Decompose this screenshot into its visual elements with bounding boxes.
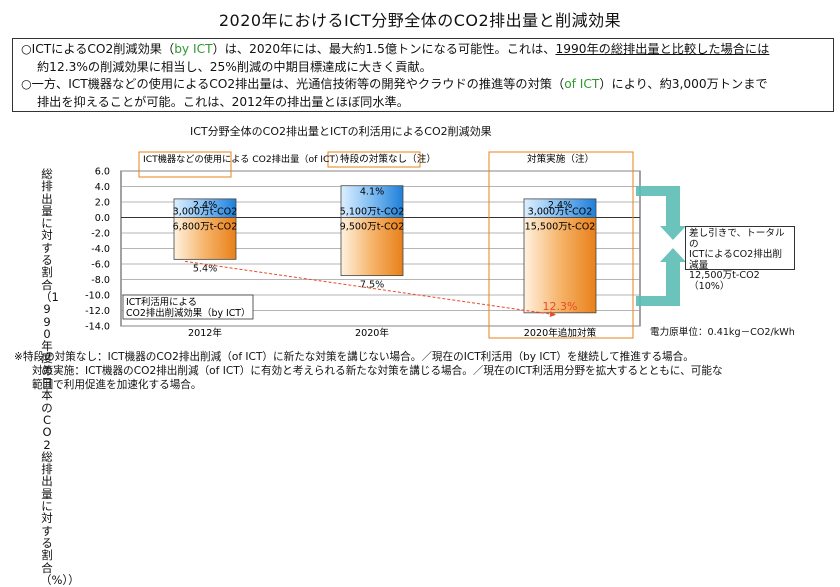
arrow-bottom: [636, 248, 686, 306]
bar-by-ict-2: [523, 217, 597, 314]
summary-line-4: 排出を抑えることが可能。これは、2012年の排出量とほぼ同水準。: [37, 94, 409, 109]
group-panel-1: [327, 151, 421, 168]
result-line-1: 差し引きで、トータルの: [689, 228, 785, 250]
summary-box: ○ICTによるCO2削減効果（by ICT）は、2020年には、最大約1.5億ト…: [12, 38, 834, 112]
label-of-ict-pct-2: 2.4%: [548, 200, 572, 211]
summary-line-3: ○一方、ICT機器などの使用によるCO2排出量は、光通信技術等の開発やクラウドの…: [21, 77, 768, 92]
label-of-ict-t-1: 5,100万t-CO2: [340, 207, 405, 218]
arrow-top: [636, 186, 686, 240]
label-of-ict-pct-0: 2.4%: [193, 200, 217, 211]
page-title: 2020年におけるICT分野全体のCO2排出量と削減効果: [218, 11, 622, 30]
y-tick-label: -2.0: [91, 229, 110, 240]
label-by-ict-pct-1: 7.5%: [360, 280, 384, 291]
bar-by-ict-1: [340, 217, 404, 277]
y-tick-label: -10.0: [85, 291, 110, 302]
group-label-0: ICT機器などの使用による CO2排出量（of ICT）: [143, 153, 344, 165]
label-by-ict-pct-2: 12.3%: [543, 300, 578, 313]
label-by-ict-t-2: 15,500万t-CO2: [525, 222, 596, 233]
summary-line-1: ○ICTによるCO2削減効果（by ICT）は、2020年には、最大約1.5億ト…: [21, 42, 770, 56]
summary-line-2: 約12.3%の削減効果に相当し、25%削減の中期目標達成に大きく貢献。: [37, 59, 432, 74]
trend-arrow: [184, 260, 557, 317]
result-box: 差し引きで、トータルの ICTによるCO2排出削減量 12,500万t-CO2（…: [685, 226, 795, 291]
x-tick-label-2: 2020年追加対策: [524, 327, 597, 339]
footnote-2: 対策実施：ICT機器のCO2排出削減（of ICT）に有効と考えられる新たな対策…: [32, 365, 723, 377]
y-tick-label: 4.0: [95, 182, 110, 193]
legend-by-ict-line-1: ICT利活用による: [126, 296, 197, 308]
chart-title: ICT分野全体のCO2排出量とICTの利活用によるCO2削減効果: [190, 125, 492, 138]
group-label-1: 特段の対策なし（注）: [340, 153, 436, 165]
label-by-ict-pct-0: 5.4%: [193, 263, 217, 274]
label-of-ict-t-2: 3,000万t-CO2: [528, 207, 593, 218]
label-by-ict-t-0: 6,800万t-CO2: [173, 222, 238, 233]
legend-by-ict-box: [122, 294, 254, 320]
group-label-2: 対策実施（注）: [527, 153, 594, 165]
chart-svg: 6.0 4.0 2.0 0.0 -2.0 -4.0 -6.0 -8.0 -10.0 -12.0 -1…: [85, 151, 686, 339]
y-tick-label: 0.0: [95, 213, 110, 224]
x-tick-label-0: 2012年: [188, 327, 222, 339]
result-line-2: ICTによるCO2排出削減量: [689, 249, 783, 271]
x-tick-label-1: 2020年: [355, 327, 389, 339]
label-by-ict-t-1: 9,500万t-CO2: [340, 222, 405, 233]
bar-by-ict-0: [173, 217, 237, 260]
y-tick-label: 6.0: [95, 167, 110, 178]
footnote-3: 範囲で利用促進を加速化する場合。: [32, 379, 202, 391]
bar-of-ict-1: [340, 185, 404, 218]
label-of-ict-pct-1: 4.1%: [360, 187, 384, 198]
y-tick-label: -8.0: [91, 275, 110, 286]
y-tick-label: -6.0: [91, 260, 110, 271]
y-tick-label: 2.0: [95, 198, 110, 209]
result-line-3: 12,500万t-CO2（10%）: [689, 270, 760, 292]
label-of-ict-t-0: 3,000万t-CO2: [173, 207, 238, 218]
footnote-1: ※特段の対策なし：ICT機器のCO2排出削減（of ICT）に新たな対策を講じな…: [14, 351, 694, 363]
group-panel-2: [488, 151, 634, 339]
unit-note: 電力原単位：0.41kg－CO2/kWh: [650, 327, 795, 338]
legend-by-ict-line-2: CO2排出削減効果（by ICT）: [126, 307, 250, 319]
y-tick-label: -12.0: [85, 306, 110, 317]
y-tick-label: -4.0: [91, 244, 110, 255]
group-panel-0: [138, 151, 232, 178]
y-tick-label: -14.0: [85, 322, 110, 333]
